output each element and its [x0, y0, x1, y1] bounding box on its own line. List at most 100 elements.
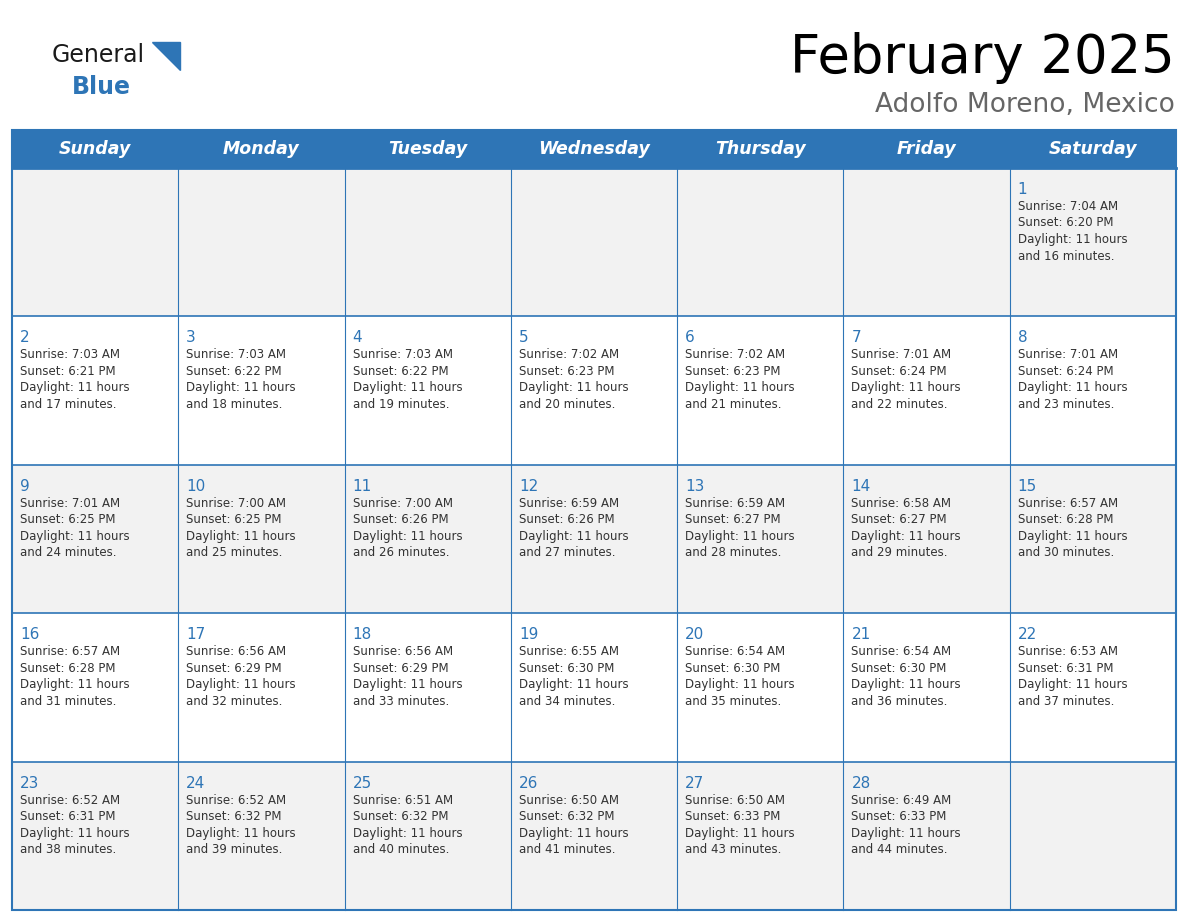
Text: Thursday: Thursday: [715, 140, 805, 158]
Text: Sunset: 6:28 PM: Sunset: 6:28 PM: [1018, 513, 1113, 526]
Text: Saturday: Saturday: [1049, 140, 1137, 158]
Text: and 39 minutes.: and 39 minutes.: [187, 843, 283, 856]
Text: Sunset: 6:24 PM: Sunset: 6:24 PM: [1018, 364, 1113, 378]
Text: Daylight: 11 hours: Daylight: 11 hours: [20, 678, 129, 691]
Text: Sunrise: 7:03 AM: Sunrise: 7:03 AM: [353, 349, 453, 362]
Polygon shape: [843, 317, 1010, 465]
Text: Sunset: 6:33 PM: Sunset: 6:33 PM: [852, 810, 947, 823]
Polygon shape: [511, 613, 677, 762]
Text: Daylight: 11 hours: Daylight: 11 hours: [852, 530, 961, 543]
Text: 14: 14: [852, 479, 871, 494]
Text: Sunset: 6:30 PM: Sunset: 6:30 PM: [519, 662, 614, 675]
Text: 7: 7: [852, 330, 861, 345]
Text: Daylight: 11 hours: Daylight: 11 hours: [187, 678, 296, 691]
Text: Sunrise: 6:50 AM: Sunrise: 6:50 AM: [685, 793, 785, 807]
Polygon shape: [178, 465, 345, 613]
Text: and 22 minutes.: and 22 minutes.: [852, 397, 948, 411]
Text: Sunrise: 7:01 AM: Sunrise: 7:01 AM: [1018, 349, 1118, 362]
Text: Daylight: 11 hours: Daylight: 11 hours: [519, 381, 628, 395]
Text: Sunset: 6:25 PM: Sunset: 6:25 PM: [20, 513, 115, 526]
Text: Sunset: 6:24 PM: Sunset: 6:24 PM: [852, 364, 947, 378]
Text: 17: 17: [187, 627, 206, 643]
Text: Sunset: 6:32 PM: Sunset: 6:32 PM: [519, 810, 614, 823]
Text: and 34 minutes.: and 34 minutes.: [519, 695, 615, 708]
Text: 4: 4: [353, 330, 362, 345]
Text: Sunrise: 7:03 AM: Sunrise: 7:03 AM: [20, 349, 120, 362]
Polygon shape: [12, 613, 178, 762]
Polygon shape: [178, 613, 345, 762]
Text: 15: 15: [1018, 479, 1037, 494]
Text: Daylight: 11 hours: Daylight: 11 hours: [353, 530, 462, 543]
Polygon shape: [843, 130, 1010, 168]
Polygon shape: [345, 465, 511, 613]
Text: Sunrise: 6:54 AM: Sunrise: 6:54 AM: [852, 645, 952, 658]
Text: February 2025: February 2025: [790, 32, 1175, 84]
Polygon shape: [843, 465, 1010, 613]
Text: Sunset: 6:30 PM: Sunset: 6:30 PM: [852, 662, 947, 675]
Text: and 30 minutes.: and 30 minutes.: [1018, 546, 1114, 559]
Text: Sunrise: 6:55 AM: Sunrise: 6:55 AM: [519, 645, 619, 658]
Text: Adolfo Moreno, Mexico: Adolfo Moreno, Mexico: [876, 92, 1175, 118]
Text: Sunrise: 6:59 AM: Sunrise: 6:59 AM: [685, 497, 785, 509]
Text: and 25 minutes.: and 25 minutes.: [187, 546, 283, 559]
Polygon shape: [511, 317, 677, 465]
Text: Sunrise: 6:56 AM: Sunrise: 6:56 AM: [353, 645, 453, 658]
Text: 19: 19: [519, 627, 538, 643]
Text: Blue: Blue: [72, 75, 131, 99]
Polygon shape: [345, 613, 511, 762]
Text: 26: 26: [519, 776, 538, 790]
Text: Daylight: 11 hours: Daylight: 11 hours: [187, 826, 296, 840]
Text: and 26 minutes.: and 26 minutes.: [353, 546, 449, 559]
Text: 23: 23: [20, 776, 39, 790]
Text: Sunday: Sunday: [59, 140, 132, 158]
Text: Sunrise: 6:57 AM: Sunrise: 6:57 AM: [20, 645, 120, 658]
Text: and 24 minutes.: and 24 minutes.: [20, 546, 116, 559]
Polygon shape: [677, 762, 843, 910]
Text: Daylight: 11 hours: Daylight: 11 hours: [1018, 233, 1127, 246]
Polygon shape: [511, 762, 677, 910]
Text: and 23 minutes.: and 23 minutes.: [1018, 397, 1114, 411]
Text: 21: 21: [852, 627, 871, 643]
Polygon shape: [152, 42, 181, 70]
Text: Sunrise: 7:01 AM: Sunrise: 7:01 AM: [20, 497, 120, 509]
Text: 1: 1: [1018, 182, 1028, 197]
Polygon shape: [843, 613, 1010, 762]
Text: and 27 minutes.: and 27 minutes.: [519, 546, 615, 559]
Polygon shape: [178, 317, 345, 465]
Text: Daylight: 11 hours: Daylight: 11 hours: [353, 678, 462, 691]
Text: 5: 5: [519, 330, 529, 345]
Text: Sunrise: 6:52 AM: Sunrise: 6:52 AM: [20, 793, 120, 807]
Polygon shape: [511, 465, 677, 613]
Text: and 40 minutes.: and 40 minutes.: [353, 843, 449, 856]
Polygon shape: [178, 130, 345, 168]
Text: Daylight: 11 hours: Daylight: 11 hours: [685, 826, 795, 840]
Polygon shape: [12, 130, 178, 168]
Text: Sunrise: 6:54 AM: Sunrise: 6:54 AM: [685, 645, 785, 658]
Text: and 20 minutes.: and 20 minutes.: [519, 397, 615, 411]
Text: Sunset: 6:28 PM: Sunset: 6:28 PM: [20, 662, 115, 675]
Text: Sunrise: 6:58 AM: Sunrise: 6:58 AM: [852, 497, 952, 509]
Polygon shape: [178, 762, 345, 910]
Text: and 35 minutes.: and 35 minutes.: [685, 695, 782, 708]
Text: Wednesday: Wednesday: [538, 140, 650, 158]
Text: Sunset: 6:25 PM: Sunset: 6:25 PM: [187, 513, 282, 526]
Polygon shape: [345, 317, 511, 465]
Text: 9: 9: [20, 479, 30, 494]
Text: Sunset: 6:32 PM: Sunset: 6:32 PM: [187, 810, 282, 823]
Text: and 36 minutes.: and 36 minutes.: [852, 695, 948, 708]
Polygon shape: [345, 130, 511, 168]
Text: 3: 3: [187, 330, 196, 345]
Text: Sunrise: 6:59 AM: Sunrise: 6:59 AM: [519, 497, 619, 509]
Polygon shape: [345, 762, 511, 910]
Text: Sunset: 6:21 PM: Sunset: 6:21 PM: [20, 364, 115, 378]
Text: Sunset: 6:20 PM: Sunset: 6:20 PM: [1018, 217, 1113, 230]
Text: Daylight: 11 hours: Daylight: 11 hours: [685, 381, 795, 395]
Text: and 17 minutes.: and 17 minutes.: [20, 397, 116, 411]
Text: Sunrise: 7:00 AM: Sunrise: 7:00 AM: [187, 497, 286, 509]
Text: Sunrise: 7:02 AM: Sunrise: 7:02 AM: [519, 349, 619, 362]
Text: 13: 13: [685, 479, 704, 494]
Text: Sunset: 6:22 PM: Sunset: 6:22 PM: [187, 364, 282, 378]
Polygon shape: [1010, 168, 1176, 317]
Text: Sunrise: 6:52 AM: Sunrise: 6:52 AM: [187, 793, 286, 807]
Text: Daylight: 11 hours: Daylight: 11 hours: [852, 678, 961, 691]
